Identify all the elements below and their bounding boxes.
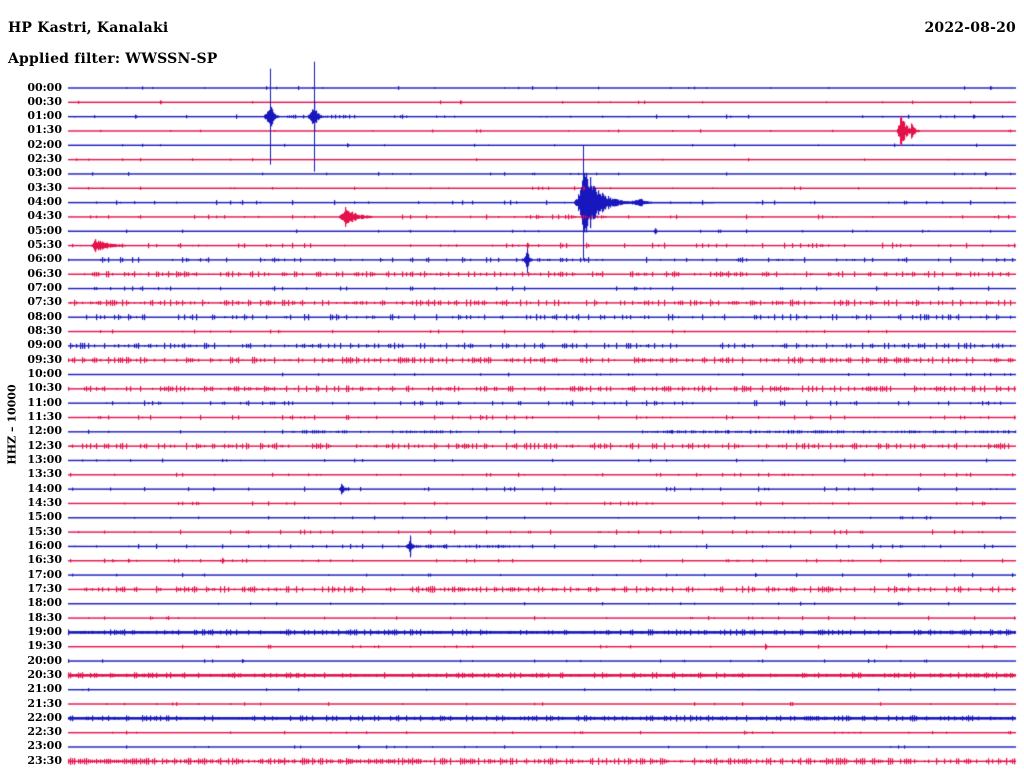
helicorder-page: HP Kastri, Kanalaki 2022-08-20 Applied f…	[0, 0, 1024, 780]
helicorder-traces-canvas	[0, 0, 1024, 780]
